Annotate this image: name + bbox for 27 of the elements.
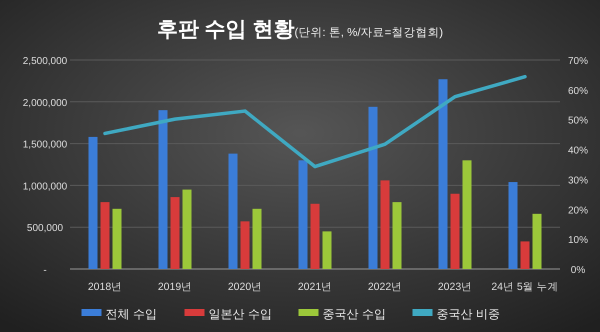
- y-tick-label: 2,000,000: [22, 98, 68, 109]
- x-tick-label: 2019년: [158, 281, 192, 293]
- chart-title: 후판 수입 현황: [156, 18, 295, 41]
- x-tick-label: 2022년: [368, 281, 402, 293]
- y-tick-label: -: [43, 265, 47, 276]
- y2-tick-label: 40%: [568, 146, 588, 157]
- y2-tick-label: 30%: [568, 175, 588, 186]
- y2-tick-label: 60%: [568, 86, 588, 97]
- x-tick-label: 2023년: [438, 281, 472, 293]
- x-tick-label: 2018년: [88, 281, 122, 293]
- x-tick-label: 24년 5월 누계: [491, 281, 559, 293]
- legend-label: 중국산 비중: [436, 307, 500, 321]
- y2-tick-label: 50%: [568, 116, 588, 127]
- y-tick-label: 1,500,000: [22, 140, 68, 151]
- y2-tick-label: 10%: [568, 235, 588, 246]
- y2-tick-label: 0%: [570, 265, 586, 276]
- x-tick-label: 2021년: [298, 281, 332, 293]
- legend-label: 중국산 수입: [322, 307, 386, 321]
- x-tick-label: 2020년: [228, 281, 262, 293]
- y-tick-label: 2,500,000: [22, 56, 68, 67]
- legend-label: 전체 수입: [106, 307, 157, 321]
- chart-subtitle: (단위: 톤, %/자료=철강협회): [294, 27, 444, 39]
- y-tick-label: 1,000,000: [22, 181, 68, 192]
- y-tick-label: 500,000: [26, 223, 64, 234]
- y2-tick-label: 20%: [568, 205, 588, 216]
- legend-label: 일본산 수입: [208, 307, 272, 321]
- y2-tick-label: 70%: [568, 56, 588, 67]
